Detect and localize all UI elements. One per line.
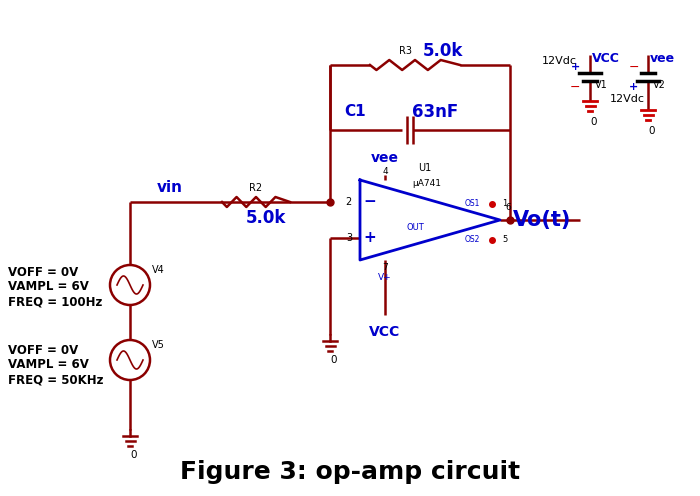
Text: C1: C1: [344, 105, 366, 120]
Text: V+: V+: [378, 273, 392, 283]
Text: Figure 3: op-amp circuit: Figure 3: op-amp circuit: [180, 460, 520, 484]
Text: VAMPL = 6V: VAMPL = 6V: [8, 281, 89, 294]
Text: +: +: [570, 62, 580, 72]
Text: VCC: VCC: [370, 325, 400, 339]
Text: 63nF: 63nF: [412, 103, 458, 121]
Text: 0: 0: [591, 117, 597, 127]
Text: R3: R3: [398, 46, 412, 56]
Text: 7: 7: [382, 263, 388, 272]
Text: FREQ = 50KHz: FREQ = 50KHz: [8, 373, 104, 386]
Text: −: −: [629, 61, 639, 73]
Text: 5: 5: [502, 235, 508, 244]
Text: OS1: OS1: [464, 199, 480, 208]
Text: OS2: OS2: [464, 236, 480, 245]
Text: 3: 3: [346, 233, 352, 243]
Text: +: +: [629, 82, 638, 92]
Text: −: −: [570, 80, 580, 94]
Text: VOFF = 0V: VOFF = 0V: [8, 344, 78, 357]
Text: +: +: [363, 231, 377, 246]
Text: OUT: OUT: [406, 224, 424, 233]
Text: V5: V5: [152, 340, 165, 350]
Text: U1: U1: [418, 163, 431, 173]
Text: 2: 2: [346, 197, 352, 207]
Text: VAMPL = 6V: VAMPL = 6V: [8, 359, 89, 372]
Text: 12Vdc: 12Vdc: [542, 56, 577, 66]
Text: V4: V4: [152, 265, 164, 275]
Text: Vo(t): Vo(t): [513, 210, 571, 230]
Text: 5.0k: 5.0k: [246, 209, 286, 227]
Text: 0: 0: [649, 126, 655, 136]
Text: vee: vee: [650, 52, 675, 64]
Text: 5.0k: 5.0k: [423, 42, 463, 60]
Text: V1: V1: [595, 80, 608, 90]
Text: 12Vdc: 12Vdc: [610, 94, 645, 104]
Text: 6: 6: [505, 203, 511, 212]
Text: vee: vee: [371, 151, 399, 165]
Text: 0: 0: [330, 355, 337, 365]
Text: VOFF = 0V: VOFF = 0V: [8, 265, 78, 278]
Text: 4: 4: [382, 168, 388, 177]
Text: V2: V2: [653, 80, 666, 90]
Text: R2: R2: [249, 183, 262, 193]
Text: 0: 0: [131, 450, 137, 460]
Text: μA741: μA741: [412, 180, 441, 188]
Text: VCC: VCC: [592, 52, 620, 64]
Text: 1: 1: [502, 198, 508, 207]
Text: −: −: [363, 194, 377, 209]
Text: vin: vin: [157, 180, 183, 194]
Text: FREQ = 100Hz: FREQ = 100Hz: [8, 296, 102, 309]
